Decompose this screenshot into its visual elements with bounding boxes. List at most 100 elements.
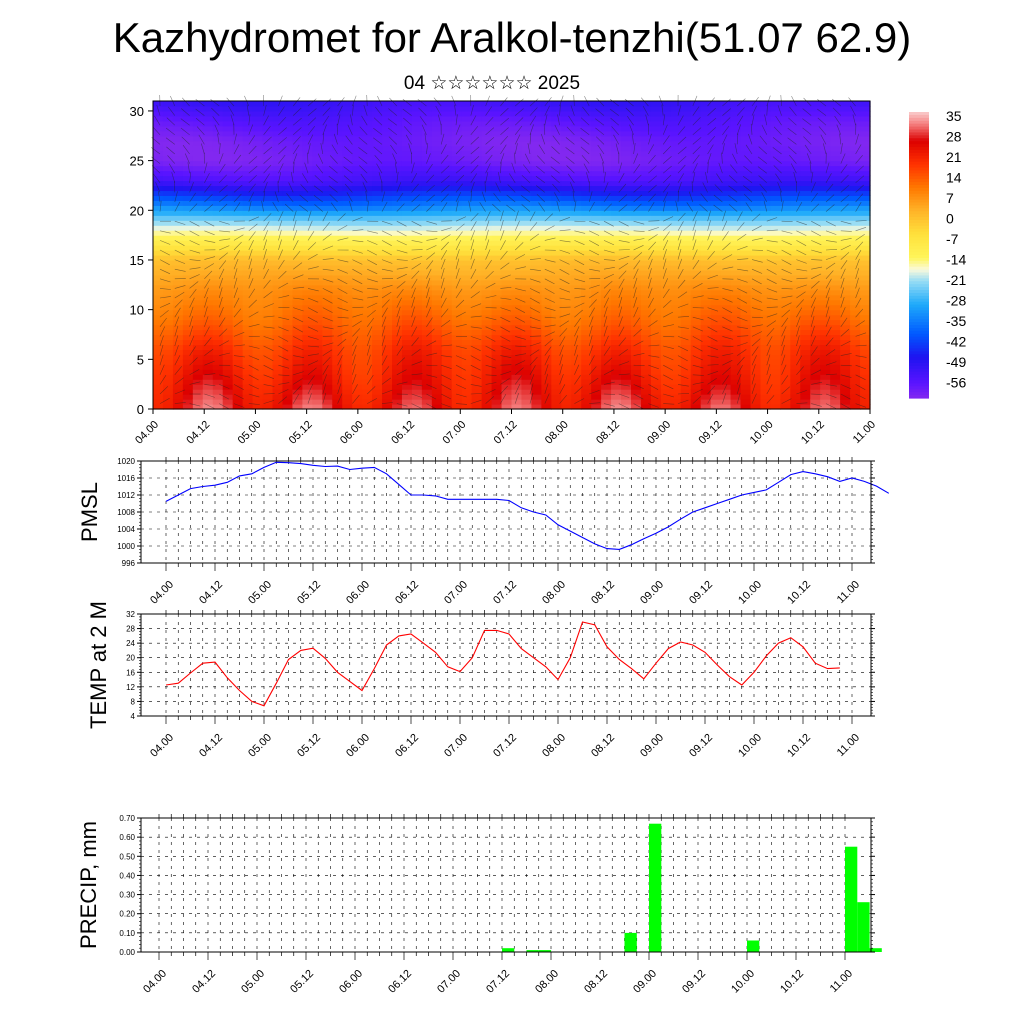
heat-cell xyxy=(172,240,184,246)
heat-cell xyxy=(860,329,871,336)
heat-cell xyxy=(591,259,602,266)
heat-cell xyxy=(222,294,234,301)
heat-cell xyxy=(840,369,851,375)
wind-barb xyxy=(189,325,194,337)
heat-cell xyxy=(172,344,184,350)
heat-cell xyxy=(372,334,383,341)
heat-cell xyxy=(700,170,712,177)
heat-cell xyxy=(581,205,592,211)
heat-cell xyxy=(182,334,194,341)
heat-cell xyxy=(700,314,712,321)
heat-cell xyxy=(750,135,762,142)
heat-cell xyxy=(202,135,214,142)
heat-cell xyxy=(382,274,393,281)
heat-cell xyxy=(471,294,483,301)
heat-cell xyxy=(720,374,732,380)
heat-cell xyxy=(312,250,323,256)
heat-cell xyxy=(700,364,712,370)
heat-cell xyxy=(571,250,582,256)
heat-cell xyxy=(312,160,323,167)
heat-cell xyxy=(760,245,772,251)
wind-barb xyxy=(307,134,314,145)
wind-barb xyxy=(248,278,254,289)
heat-cell xyxy=(860,294,871,301)
wind-barb xyxy=(293,262,303,270)
heat-cell xyxy=(591,235,602,241)
wind-barb xyxy=(366,354,371,366)
heat-cell xyxy=(162,274,174,281)
heat-cell xyxy=(392,105,403,112)
wind-barb xyxy=(159,335,164,347)
heat-cell xyxy=(860,264,871,271)
heat-cell xyxy=(342,185,353,192)
wind-barb xyxy=(204,162,208,174)
heat-cell xyxy=(541,240,552,246)
heat-cell xyxy=(830,329,841,336)
heat-cell xyxy=(461,125,473,132)
wind-barb xyxy=(248,145,257,155)
heat-cell xyxy=(511,289,523,296)
heat-cell xyxy=(541,384,552,390)
heat-cell xyxy=(710,279,722,286)
heat-cell xyxy=(660,284,672,291)
heat-cell xyxy=(850,185,861,192)
heat-cell xyxy=(511,389,523,395)
heat-cell xyxy=(800,110,811,117)
heat-cell xyxy=(232,120,244,127)
heat-cell xyxy=(670,284,682,291)
heat-cell xyxy=(690,170,702,177)
heat-cell xyxy=(660,304,672,311)
heat-cell xyxy=(531,274,542,281)
wind-barb xyxy=(349,200,353,212)
wind-barb xyxy=(248,174,257,184)
heat-cell xyxy=(700,294,712,301)
heat-cell xyxy=(690,374,702,380)
heat-cell xyxy=(342,319,353,326)
heat-cell xyxy=(740,140,752,147)
heat-cell xyxy=(292,150,303,157)
heat-cell xyxy=(631,359,642,365)
wind-barb xyxy=(374,155,383,164)
heat-cell xyxy=(800,225,811,231)
heat-cell xyxy=(800,240,811,246)
heat-cell xyxy=(770,364,781,370)
heat-cell xyxy=(601,269,612,276)
heat-cell xyxy=(601,309,612,316)
heat-cell xyxy=(511,145,523,152)
wind-barb xyxy=(230,114,235,126)
heat-cell xyxy=(431,319,443,326)
heat-cell xyxy=(810,289,821,296)
heat-cell xyxy=(153,135,164,142)
wind-barb xyxy=(343,175,353,184)
heat-cell xyxy=(411,279,423,286)
heat-cell xyxy=(441,329,453,336)
heat-cell xyxy=(571,135,582,142)
heat-cell xyxy=(830,384,841,390)
heat-cell xyxy=(730,250,742,256)
heat-cell xyxy=(461,195,473,201)
wind-barb xyxy=(189,306,194,318)
heat-cell xyxy=(441,210,453,216)
heat-cell xyxy=(830,135,841,142)
heat-cell xyxy=(471,384,483,390)
heat-cell xyxy=(451,319,463,326)
heat-cell xyxy=(670,215,682,221)
heat-cell xyxy=(840,379,851,385)
heat-cell xyxy=(352,215,363,221)
heat-cell xyxy=(322,334,333,341)
heat-cell xyxy=(631,309,642,316)
heat-cell xyxy=(382,180,393,187)
heat-cell xyxy=(680,225,692,231)
heat-cell xyxy=(561,324,572,331)
heat-cell xyxy=(282,145,294,152)
heat-cell xyxy=(262,180,274,187)
heat-cell xyxy=(441,120,453,127)
wind-barb xyxy=(396,182,402,193)
heat-cell xyxy=(272,289,284,296)
heat-cell xyxy=(720,185,732,192)
heat-cell xyxy=(461,225,473,231)
heat-cell xyxy=(252,274,264,281)
wind-barb xyxy=(366,386,376,395)
heat-cell xyxy=(601,304,612,311)
heat-cell xyxy=(382,165,393,172)
